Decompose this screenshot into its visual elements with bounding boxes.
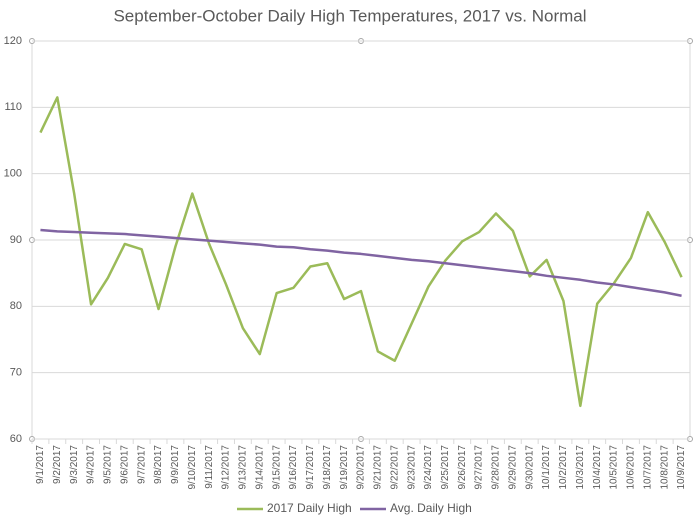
x-tick-label: 9/29/2017 bbox=[507, 445, 518, 490]
y-tick-label: 90 bbox=[10, 234, 22, 246]
x-tick-label: 9/16/2017 bbox=[288, 445, 299, 490]
x-tick-label: 10/5/2017 bbox=[609, 445, 620, 490]
x-tick-label: 9/5/2017 bbox=[103, 445, 114, 484]
x-tick-label: 9/9/2017 bbox=[170, 445, 181, 484]
x-tick-label: 9/8/2017 bbox=[153, 445, 164, 484]
y-tick-label: 100 bbox=[4, 168, 22, 180]
x-tick-label: 9/18/2017 bbox=[322, 445, 333, 490]
x-tick-label: 9/7/2017 bbox=[136, 445, 147, 484]
x-tick-label: 9/23/2017 bbox=[406, 445, 417, 490]
x-tick-label: 10/4/2017 bbox=[592, 445, 603, 490]
x-tick-label: 10/8/2017 bbox=[659, 445, 670, 490]
x-tick-label: 9/12/2017 bbox=[221, 445, 232, 490]
x-tick-label: 9/30/2017 bbox=[524, 445, 535, 490]
y-tick-label: 70 bbox=[10, 367, 22, 379]
x-tick-label: 9/25/2017 bbox=[440, 445, 451, 490]
chart-title: September-October Daily High Temperature… bbox=[113, 6, 586, 25]
x-tick-label: 9/6/2017 bbox=[119, 445, 130, 484]
series-line bbox=[39, 96, 683, 408]
x-tick-label: 9/17/2017 bbox=[305, 445, 316, 490]
x-tick-label: 9/24/2017 bbox=[423, 445, 434, 490]
x-tick-label: 9/22/2017 bbox=[389, 445, 400, 490]
x-tick-label: 9/3/2017 bbox=[69, 445, 80, 484]
x-tick-label: 10/9/2017 bbox=[676, 445, 687, 490]
x-tick-label: 9/2/2017 bbox=[52, 445, 63, 484]
x-tick-label: 9/14/2017 bbox=[254, 445, 265, 490]
x-tick-label: 9/13/2017 bbox=[238, 445, 249, 490]
y-tick-label: 120 bbox=[4, 35, 22, 47]
x-tick-label: 9/26/2017 bbox=[457, 445, 468, 490]
x-tick-label: 9/10/2017 bbox=[187, 445, 198, 490]
y-tick-label: 60 bbox=[10, 433, 22, 445]
x-tick-label: 9/19/2017 bbox=[339, 445, 350, 490]
x-tick-label: 9/21/2017 bbox=[373, 445, 384, 490]
x-tick-label: 10/6/2017 bbox=[626, 445, 637, 490]
x-tick-label: 9/4/2017 bbox=[86, 445, 97, 484]
x-tick-label: 10/1/2017 bbox=[541, 445, 552, 490]
x-tick-label: 9/15/2017 bbox=[271, 445, 282, 490]
x-tick-label: 9/11/2017 bbox=[204, 445, 215, 489]
series-line bbox=[40, 228, 682, 297]
y-tick-label: 80 bbox=[10, 300, 22, 312]
x-tick-label: 9/20/2017 bbox=[356, 445, 367, 490]
x-tick-label: 10/3/2017 bbox=[575, 445, 586, 490]
legend-label: Avg. Daily High bbox=[390, 501, 472, 515]
legend-label: 2017 Daily High bbox=[267, 501, 352, 515]
x-tick-label: 10/2/2017 bbox=[558, 445, 569, 490]
x-tick-label: 9/28/2017 bbox=[491, 445, 502, 490]
y-tick-label: 110 bbox=[4, 101, 22, 113]
x-tick-label: 10/7/2017 bbox=[642, 445, 653, 490]
x-tick-label: 9/27/2017 bbox=[474, 445, 485, 490]
x-tick-label: 9/1/2017 bbox=[35, 445, 46, 484]
